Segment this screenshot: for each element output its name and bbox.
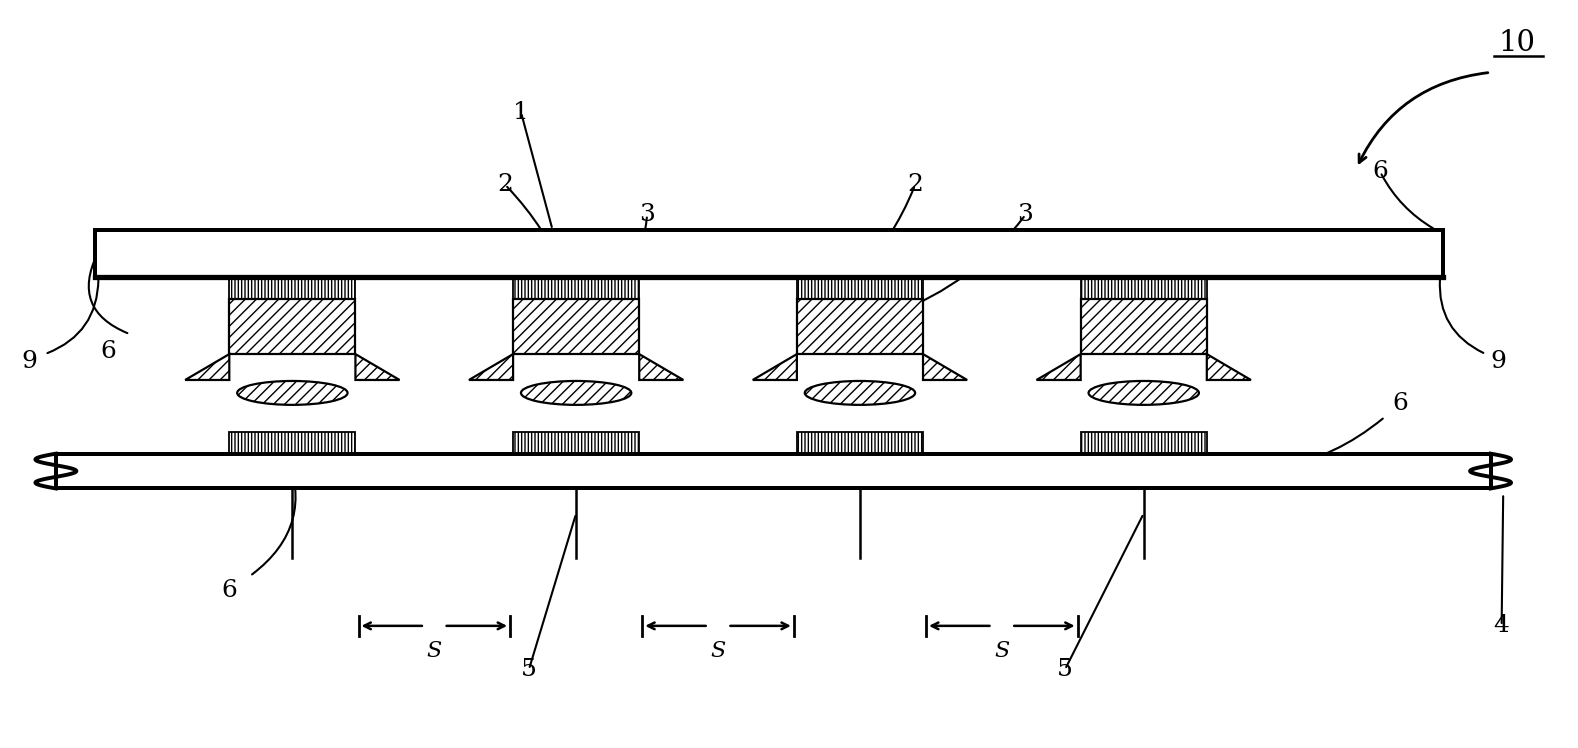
- Ellipse shape: [1089, 381, 1199, 405]
- Bar: [229, 432, 355, 453]
- Text: S: S: [710, 640, 726, 662]
- Bar: [55, 453, 1491, 488]
- Text: 6: 6: [1393, 393, 1409, 415]
- Bar: [513, 278, 639, 299]
- Polygon shape: [639, 354, 683, 380]
- Ellipse shape: [805, 381, 915, 405]
- Polygon shape: [1037, 354, 1081, 380]
- Text: 5: 5: [521, 658, 537, 681]
- Bar: [1081, 432, 1207, 453]
- Text: 6: 6: [221, 578, 237, 601]
- Text: 5: 5: [1057, 658, 1073, 681]
- Polygon shape: [469, 354, 513, 380]
- Polygon shape: [923, 354, 967, 380]
- Bar: [55, 453, 1491, 488]
- Ellipse shape: [521, 381, 631, 405]
- Bar: [797, 432, 923, 453]
- Text: S: S: [994, 640, 1010, 662]
- Bar: [1081, 299, 1207, 354]
- Text: 2: 2: [497, 174, 513, 197]
- Bar: [513, 299, 639, 354]
- Text: 9: 9: [1491, 349, 1507, 373]
- Text: 3: 3: [639, 203, 655, 226]
- Text: 3: 3: [1018, 203, 1034, 226]
- Text: 4: 4: [1494, 614, 1510, 637]
- Bar: [1081, 278, 1207, 299]
- Text: 6: 6: [99, 340, 115, 363]
- Bar: [95, 230, 1444, 278]
- Text: 2: 2: [907, 174, 923, 197]
- Text: 9: 9: [21, 349, 36, 373]
- Bar: [513, 432, 639, 453]
- Text: 6: 6: [1373, 160, 1389, 183]
- Polygon shape: [753, 354, 797, 380]
- Polygon shape: [1207, 354, 1251, 380]
- Text: S: S: [426, 640, 442, 662]
- Bar: [95, 230, 1444, 278]
- Polygon shape: [185, 354, 229, 380]
- Ellipse shape: [237, 381, 347, 405]
- Text: 10: 10: [1499, 28, 1535, 57]
- Bar: [797, 278, 923, 299]
- Text: 1: 1: [513, 101, 529, 123]
- Bar: [797, 299, 923, 354]
- Bar: [229, 278, 355, 299]
- Polygon shape: [355, 354, 399, 380]
- Bar: [229, 299, 355, 354]
